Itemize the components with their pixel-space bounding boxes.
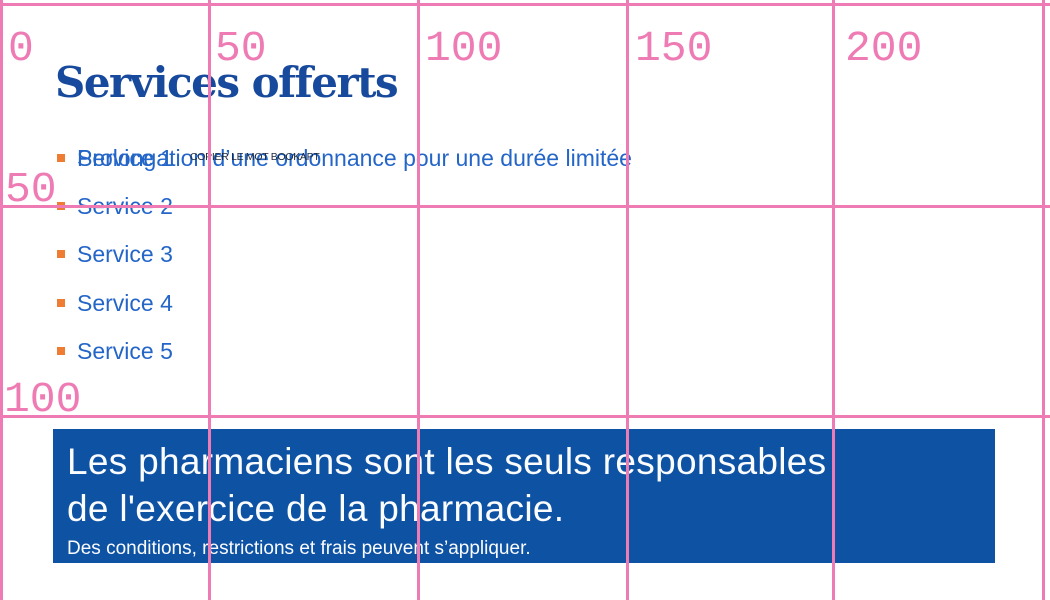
- bullet-square-icon: [57, 202, 65, 210]
- page-title: Services offerts: [55, 58, 399, 107]
- banner-heading-line2: de l'exercice de la pharmacie.: [67, 488, 565, 529]
- bullet-square-icon: [57, 299, 65, 307]
- grid-line-vertical: [1042, 0, 1045, 600]
- disclaimer-banner: Les pharmaciens sont les seuls responsab…: [53, 429, 995, 563]
- grid-line-horizontal: [0, 415, 1050, 418]
- grid-coordinate-label: 150: [635, 24, 713, 73]
- grid-coordinate-label: 0: [8, 24, 34, 73]
- service-placeholder-label: Service 1: [77, 145, 173, 171]
- grid-coordinate-label: 50: [5, 165, 57, 214]
- grid-coordinate-label: 100: [425, 24, 503, 73]
- service-link[interactable]: Service 5: [77, 338, 173, 364]
- service-link[interactable]: Prolongation d’une ordonnance pour une d…: [77, 145, 632, 171]
- grid-line-vertical: [0, 0, 3, 600]
- service-link[interactable]: Service 2: [77, 193, 173, 219]
- banner-heading-line1: Les pharmaciens sont les seuls responsab…: [67, 441, 827, 482]
- grid-line-horizontal: [0, 3, 1050, 6]
- service-link[interactable]: Service 3: [77, 241, 173, 267]
- bullet-square-icon: [57, 250, 65, 258]
- grid-coordinate-label: 200: [845, 24, 923, 73]
- bullet-square-icon: [57, 154, 65, 162]
- tiny-overlay-label: COPIER LE MOT BOOKAPT: [190, 151, 320, 163]
- bullet-square-icon: [57, 347, 65, 355]
- banner-note: Des conditions, restrictions et frais pe…: [67, 538, 531, 559]
- service-link[interactable]: Service 4: [77, 290, 173, 316]
- grid-coordinate-label: 100: [4, 375, 82, 424]
